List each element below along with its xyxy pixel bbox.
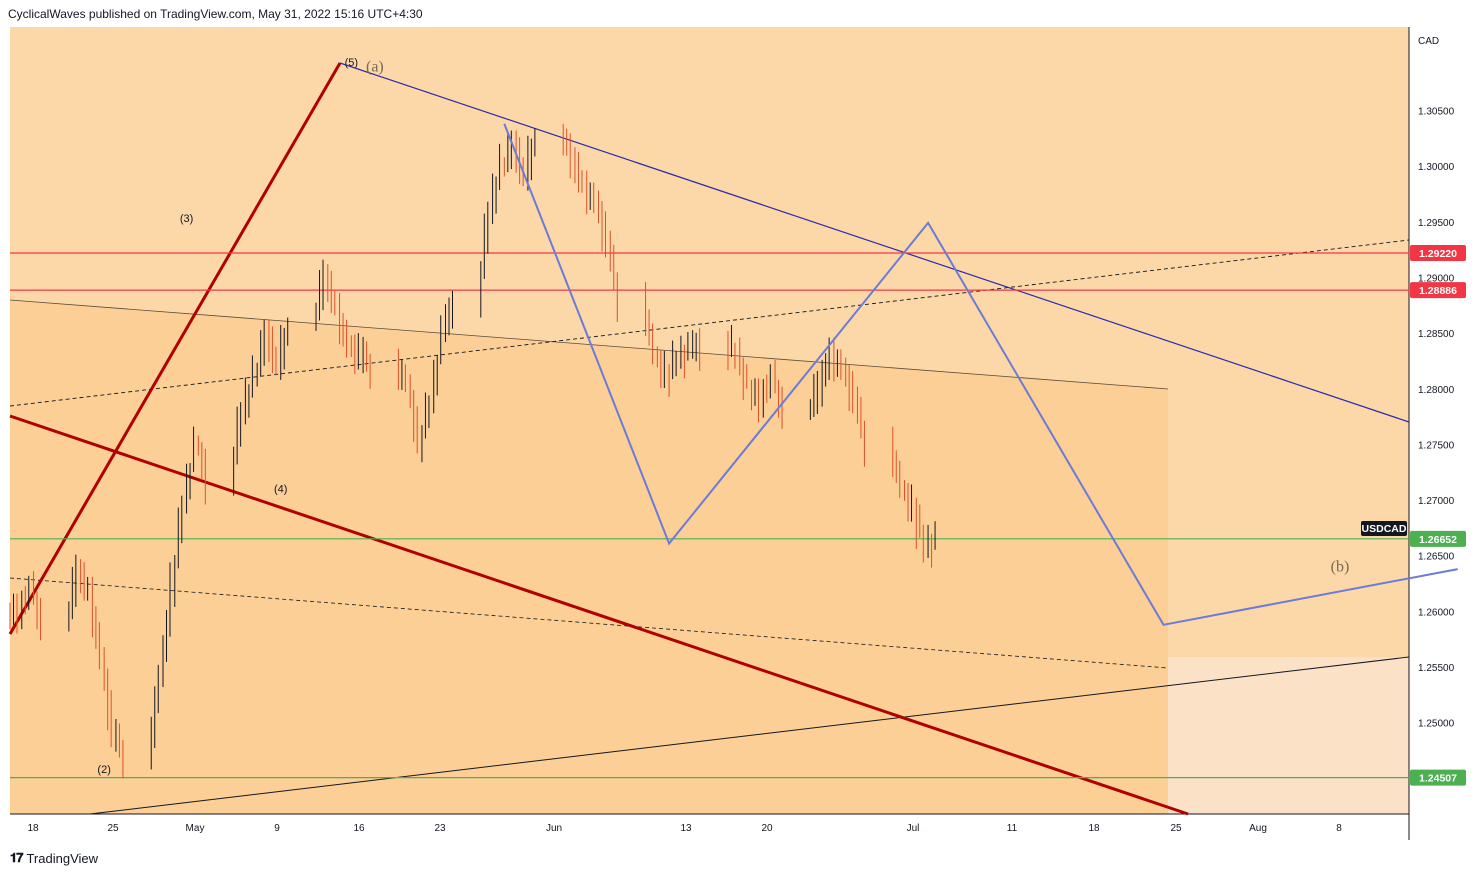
y-tick-label: 1.26000 bbox=[1418, 607, 1455, 618]
x-tick-label: May bbox=[186, 823, 205, 834]
triangle-zone bbox=[10, 300, 1168, 814]
x-tick-label: 13 bbox=[680, 823, 692, 834]
price-level-label: 1.29220 bbox=[1419, 248, 1457, 260]
footer: 𝟏𝟕 TradingView bbox=[10, 850, 98, 866]
x-tick-label: 18 bbox=[1088, 823, 1100, 834]
y-tick-label: 1.28000 bbox=[1418, 385, 1455, 396]
channel-top-line bbox=[339, 62, 1410, 423]
price-level-badge bbox=[1410, 282, 1466, 299]
support-trendline bbox=[89, 656, 1410, 815]
wave-label: (3) bbox=[180, 213, 193, 225]
footer-brand[interactable]: TradingView bbox=[26, 850, 99, 866]
price-levels: 1.29220 1.28886 1.26652 1.24507 bbox=[10, 244, 1466, 786]
triangle-top-line bbox=[9, 299, 1169, 390]
wave-label: (a) bbox=[366, 59, 384, 76]
x-tick-label: Jul bbox=[907, 823, 920, 834]
price-level-label: 1.28886 bbox=[1419, 285, 1457, 297]
tradingview-logo-icon: 𝟏𝟕 bbox=[10, 850, 24, 865]
wave-label: (2) bbox=[97, 764, 110, 776]
price-level-label: 1.26652 bbox=[1419, 534, 1457, 546]
price-level-badge bbox=[1410, 530, 1466, 547]
projection-path bbox=[503, 123, 1458, 626]
wave-label: (5) bbox=[345, 57, 358, 69]
price-level-badge bbox=[1410, 244, 1466, 261]
x-tick-label: Aug bbox=[1249, 823, 1267, 834]
wave-label: (b) bbox=[1331, 558, 1350, 575]
y-tick-label: 1.30000 bbox=[1418, 162, 1455, 173]
price-level-badge bbox=[1410, 769, 1466, 786]
x-tick-label: 18 bbox=[27, 823, 39, 834]
projection bbox=[503, 123, 1458, 626]
wave-labels: (2) (3) (4) (5) (a) (b) bbox=[97, 57, 1349, 776]
x-tick-label: 25 bbox=[1170, 823, 1182, 834]
currency-label: CAD bbox=[1418, 36, 1439, 47]
x-tick-label: 8 bbox=[1336, 823, 1342, 834]
time-axis: 18 25 May 9 16 23 Jun 13 20 Jul 11 18 25 Aug 8 bbox=[27, 823, 1342, 834]
publish-header: CyclicalWaves published on TradingView.c… bbox=[8, 7, 423, 21]
y-tick-label: 1.29500 bbox=[1418, 218, 1455, 229]
y-tick-label: 1.30500 bbox=[1418, 106, 1455, 117]
price-axis: 1.30500 1.30000 1.29500 1.29000 1.28500 1.280… bbox=[1418, 106, 1455, 729]
x-tick-label: 16 bbox=[353, 823, 365, 834]
x-tick-label: 9 bbox=[274, 823, 280, 834]
future-zone bbox=[1168, 657, 1409, 814]
x-tick-label: 20 bbox=[761, 823, 773, 834]
dashed-midline bbox=[9, 577, 1169, 669]
x-tick-label: 23 bbox=[434, 823, 446, 834]
x-tick-label: Jun bbox=[546, 823, 562, 834]
y-tick-label: 1.25000 bbox=[1418, 719, 1455, 730]
price-level-label: 1.24507 bbox=[1419, 773, 1457, 785]
symbol-tag-bg bbox=[1361, 521, 1407, 536]
y-tick-label: 1.29000 bbox=[1418, 273, 1455, 284]
candles bbox=[9, 123, 936, 779]
y-tick-label: 1.25500 bbox=[1418, 663, 1455, 674]
symbol-tag: USDCAD bbox=[1362, 523, 1407, 535]
y-tick-label: 1.28500 bbox=[1418, 329, 1455, 340]
wave-label: (4) bbox=[274, 483, 287, 495]
x-tick-label: 11 bbox=[1007, 823, 1018, 834]
dashed-trendline-up bbox=[9, 239, 1410, 407]
y-tick-label: 1.26500 bbox=[1418, 552, 1455, 563]
lower-red-trendline bbox=[9, 414, 1189, 816]
y-tick-label: 1.27500 bbox=[1418, 440, 1455, 451]
x-tick-label: 25 bbox=[107, 823, 119, 834]
y-tick-label: 1.27000 bbox=[1418, 496, 1455, 507]
